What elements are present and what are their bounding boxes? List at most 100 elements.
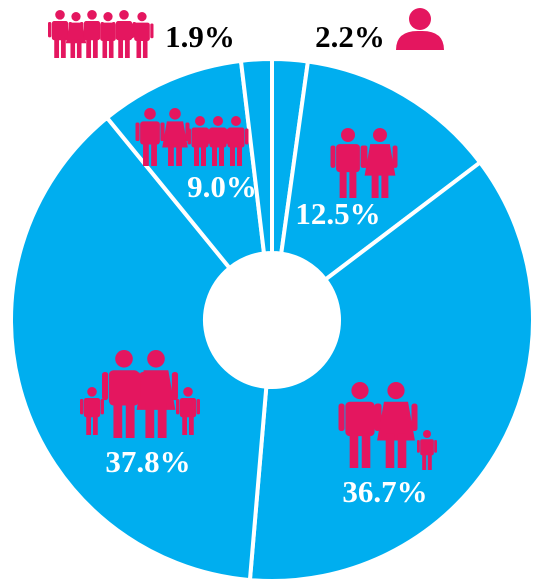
icon-body — [364, 144, 396, 176]
icon-arm — [338, 403, 345, 432]
icon-leg — [86, 38, 92, 58]
icon-leg — [361, 433, 371, 468]
value-label: 12.5% — [295, 196, 380, 231]
icon-head — [183, 387, 193, 397]
icon-leg — [92, 415, 98, 435]
icon-leg — [92, 38, 98, 58]
icon-head — [231, 116, 241, 126]
donut-slice — [238, 56, 274, 256]
person-icon — [176, 387, 200, 435]
value-label: 1.9% — [165, 19, 235, 54]
person-icon — [374, 382, 418, 468]
icon-arm — [80, 399, 84, 415]
icon-head — [423, 430, 431, 438]
value-label: 9.0% — [187, 169, 257, 204]
icon-leg — [219, 146, 224, 166]
icon-leg — [124, 38, 130, 58]
icon-arm — [135, 122, 140, 142]
icon-leg — [143, 142, 149, 166]
icon-leg — [70, 39, 76, 58]
person-icon — [80, 387, 104, 435]
person-icon — [338, 382, 382, 468]
icon-head — [115, 350, 133, 368]
icon-arm — [112, 22, 116, 38]
icon-body — [83, 398, 101, 418]
icon-arm — [434, 440, 437, 453]
icon-arm — [411, 403, 418, 432]
icon-body — [136, 370, 176, 410]
icon-head — [169, 108, 181, 120]
icon-leg — [212, 146, 217, 166]
icon-leg — [102, 39, 108, 58]
icon-arm — [245, 128, 249, 145]
value-label: 2.2% — [315, 19, 385, 54]
value-label: 37.8% — [105, 444, 190, 479]
icon-arm — [330, 145, 336, 168]
icon-arm — [100, 399, 104, 415]
person-icon — [135, 108, 165, 166]
icon-leg — [125, 402, 135, 438]
person-icon — [417, 430, 437, 470]
icon-body — [179, 398, 197, 418]
icon-arm — [150, 23, 154, 39]
icon-body — [140, 121, 160, 145]
person-icon — [409, 8, 431, 30]
icon-arm — [196, 399, 200, 415]
icon-arm — [176, 399, 180, 415]
person-icon — [160, 108, 190, 166]
icon-body — [109, 370, 139, 406]
icon-body — [191, 127, 209, 148]
icon-head — [137, 12, 147, 22]
icon-leg — [113, 402, 123, 438]
icon-arm — [64, 23, 68, 39]
value-label: 36.7% — [342, 474, 427, 509]
icon-body — [377, 401, 415, 441]
icon-leg — [194, 146, 199, 166]
icon-leg — [339, 170, 347, 198]
icon-body — [336, 144, 360, 173]
icon-leg — [182, 415, 188, 435]
icon-leg — [349, 433, 359, 468]
icon-leg — [201, 146, 206, 166]
icon-body — [227, 127, 245, 148]
icon-leg — [54, 38, 60, 58]
icon-head — [87, 387, 97, 397]
donut-slice — [247, 159, 533, 583]
icon-arm — [102, 372, 109, 401]
donut-slice — [9, 114, 269, 583]
icon-head — [87, 10, 97, 20]
person-icon — [330, 128, 366, 198]
person-icon — [362, 128, 398, 198]
icon-head — [55, 10, 65, 20]
icon-body — [209, 127, 227, 148]
icon-leg — [76, 39, 82, 58]
icon-leg — [136, 39, 142, 58]
person-icon — [396, 30, 444, 50]
icon-body — [83, 21, 101, 41]
person-icon — [134, 350, 178, 438]
icon-leg — [385, 433, 395, 468]
icon-head — [144, 108, 156, 120]
icon-arm — [374, 403, 381, 432]
icon-head — [351, 382, 369, 400]
icon-leg — [145, 402, 155, 438]
icon-leg — [397, 433, 407, 468]
icon-leg — [157, 402, 167, 438]
icon-head — [147, 350, 165, 368]
person-icon — [223, 116, 249, 166]
icon-body — [162, 121, 188, 148]
icon-head — [387, 382, 405, 400]
icon-body — [345, 401, 375, 437]
icon-leg — [142, 39, 148, 58]
icon-arm — [80, 22, 84, 38]
icon-head — [373, 128, 387, 142]
icon-leg — [168, 142, 174, 166]
icon-body — [134, 22, 150, 41]
icon-leg — [237, 146, 242, 166]
icon-arm — [187, 128, 191, 145]
icon-leg — [108, 39, 114, 58]
icon-leg — [188, 415, 194, 435]
icon-leg — [422, 454, 427, 470]
icon-arm — [134, 372, 141, 401]
